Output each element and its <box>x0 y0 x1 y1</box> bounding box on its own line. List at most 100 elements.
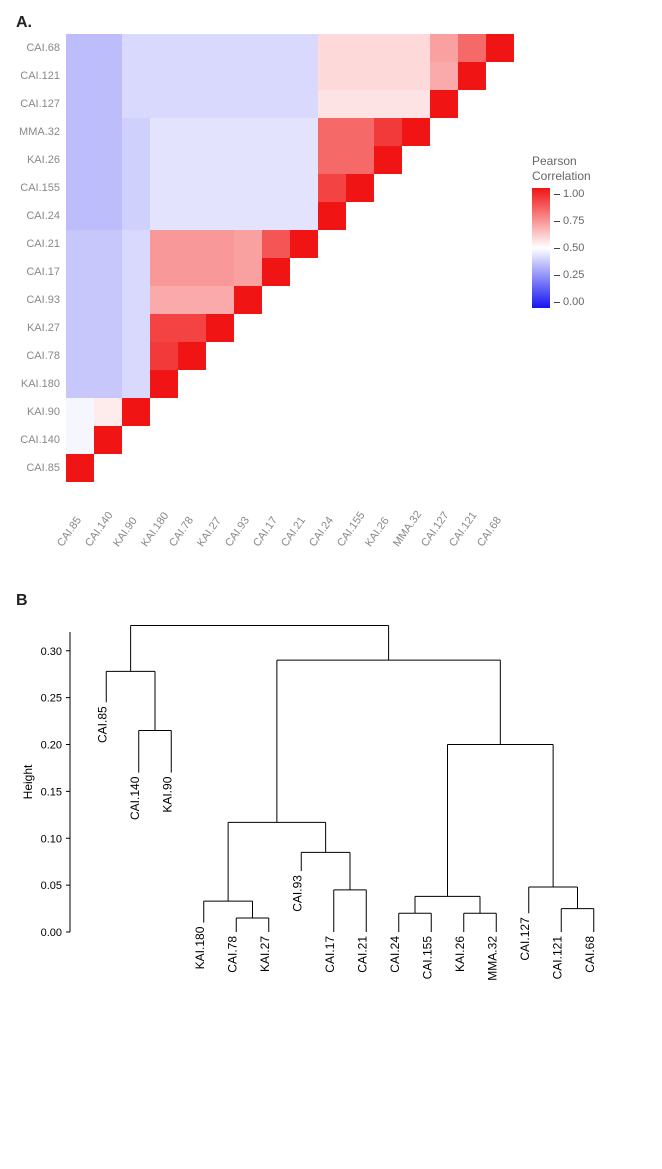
heatmap-cell <box>206 258 234 286</box>
heatmap-row-label: KAI.26 <box>10 146 66 174</box>
heatmap-cell <box>234 426 262 454</box>
heatmap-cell <box>374 314 402 342</box>
heatmap-cell <box>374 118 402 146</box>
heatmap-cell <box>318 258 346 286</box>
heatmap-cell <box>234 146 262 174</box>
heatmap-cell <box>122 454 150 482</box>
heatmap-cell <box>262 398 290 426</box>
heatmap-grid: CAI.68CAI.121CAI.127MMA.32KAI.26CAI.155C… <box>10 34 514 482</box>
heatmap-cell <box>150 174 178 202</box>
legend-ticks: 1.000.750.500.250.00 <box>554 188 584 308</box>
panel-b-label: B <box>16 592 652 610</box>
heatmap-cell <box>206 454 234 482</box>
heatmap-cell <box>150 370 178 398</box>
heatmap-cell <box>458 454 486 482</box>
heatmap-cell <box>430 258 458 286</box>
heatmap-cell <box>374 202 402 230</box>
heatmap-cell <box>486 286 514 314</box>
heatmap-cell <box>458 90 486 118</box>
heatmap-cell <box>234 342 262 370</box>
heatmap-row-label: CAI.121 <box>10 62 66 90</box>
dendrogram-leaf-label: CAI.21 <box>355 936 369 973</box>
heatmap-cell <box>430 314 458 342</box>
heatmap-row-label: CAI.17 <box>10 258 66 286</box>
heatmap-cell <box>290 314 318 342</box>
heatmap-cell <box>486 62 514 90</box>
heatmap-cell <box>94 146 122 174</box>
heatmap-cell <box>458 174 486 202</box>
heatmap-cell <box>262 342 290 370</box>
heatmap-cell <box>178 34 206 62</box>
heatmap-cell <box>234 118 262 146</box>
heatmap-cell <box>178 370 206 398</box>
heatmap-cell <box>122 118 150 146</box>
heatmap-cell <box>150 398 178 426</box>
heatmap-cell <box>94 286 122 314</box>
dendrogram-leaf-label: CAI.121 <box>550 936 564 980</box>
heatmap-cell <box>290 34 318 62</box>
heatmap-cell <box>346 118 374 146</box>
heatmap-cell <box>290 258 318 286</box>
heatmap-cell <box>206 398 234 426</box>
heatmap-cell <box>94 370 122 398</box>
heatmap-cell <box>458 62 486 90</box>
heatmap-cell <box>402 202 430 230</box>
heatmap-cell <box>206 62 234 90</box>
heatmap-row-label: CAI.68 <box>10 34 66 62</box>
panel-a: CAI.68CAI.121CAI.127MMA.32KAI.26CAI.155C… <box>10 34 652 552</box>
heatmap-cell <box>402 174 430 202</box>
heatmap-cell <box>402 342 430 370</box>
heatmap-cell <box>150 230 178 258</box>
heatmap-cell <box>178 230 206 258</box>
heatmap-cell <box>206 202 234 230</box>
heatmap-cell <box>122 426 150 454</box>
heatmap-cell <box>94 454 122 482</box>
heatmap-cell <box>346 314 374 342</box>
heatmap-row-label: CAI.78 <box>10 342 66 370</box>
heatmap-cell <box>94 62 122 90</box>
dendrogram-leaf-label: KAI.90 <box>160 776 174 812</box>
legend-tick: 0.00 <box>554 296 584 308</box>
heatmap-row-label: CAI.155 <box>10 174 66 202</box>
heatmap-cell <box>458 202 486 230</box>
heatmap-cell <box>234 286 262 314</box>
heatmap-cell <box>262 62 290 90</box>
heatmap-cell <box>150 90 178 118</box>
dendrogram-leaf-label: KAI.180 <box>193 926 207 969</box>
heatmap-cell <box>318 174 346 202</box>
heatmap-cell <box>290 90 318 118</box>
heatmap-cell <box>234 454 262 482</box>
heatmap-cell <box>66 90 94 118</box>
heatmap-cell <box>290 174 318 202</box>
heatmap-cell <box>66 314 94 342</box>
heatmap-cell <box>318 398 346 426</box>
heatmap-cell <box>402 118 430 146</box>
heatmap-cell <box>94 314 122 342</box>
svg-text:0.20: 0.20 <box>41 740 62 752</box>
svg-text:0.00: 0.00 <box>41 927 62 939</box>
heatmap-cell <box>290 146 318 174</box>
heatmap-cell <box>374 286 402 314</box>
heatmap-cell <box>346 454 374 482</box>
heatmap-cell <box>402 90 430 118</box>
heatmap-cell <box>122 230 150 258</box>
heatmap-cell <box>458 370 486 398</box>
heatmap-cell <box>290 202 318 230</box>
heatmap-row-label: CAI.140 <box>10 426 66 454</box>
legend-tick: 0.25 <box>554 269 584 281</box>
dendrogram-leaf-label: CAI.24 <box>388 936 402 973</box>
heatmap-cell <box>262 314 290 342</box>
heatmap-cell <box>178 426 206 454</box>
heatmap-cell <box>402 398 430 426</box>
heatmap-cell <box>486 146 514 174</box>
heatmap-cell <box>346 230 374 258</box>
heatmap-cell <box>374 258 402 286</box>
heatmap-cell <box>66 118 94 146</box>
heatmap-cell <box>262 454 290 482</box>
heatmap-cell <box>122 342 150 370</box>
heatmap-cell <box>374 370 402 398</box>
heatmap-cell <box>150 118 178 146</box>
heatmap-cell <box>178 314 206 342</box>
heatmap-cell <box>206 286 234 314</box>
legend-tick: 0.75 <box>554 215 584 227</box>
